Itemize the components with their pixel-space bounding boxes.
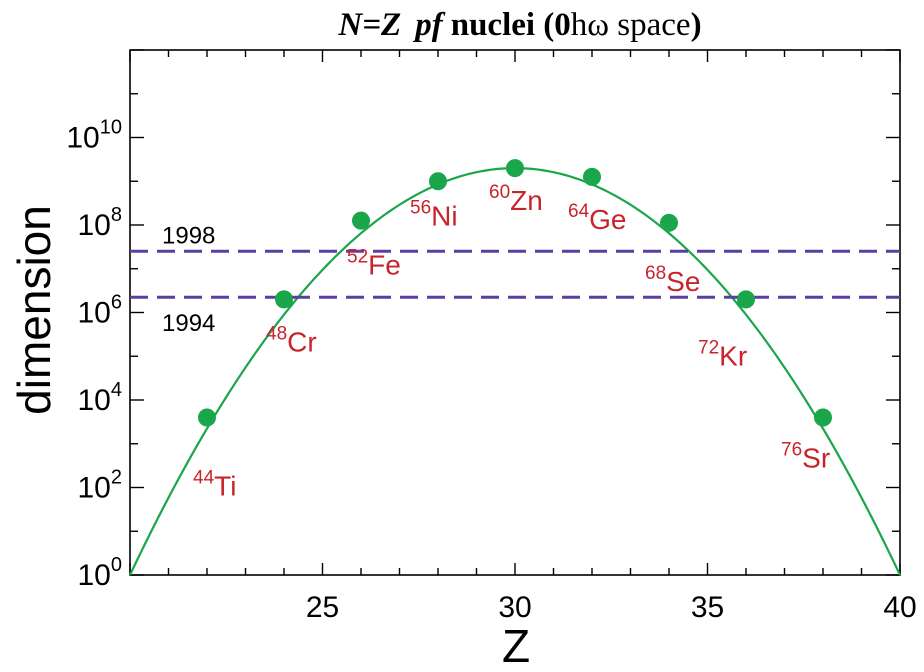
point-Ni [429, 172, 447, 191]
label-element: Ni [431, 200, 457, 231]
y-tick-base: 10 [78, 384, 111, 417]
y-tick-exponent: 2 [111, 467, 122, 489]
label-mass: 68 [645, 263, 666, 284]
data-points [198, 159, 832, 427]
point-Ti [198, 408, 216, 427]
y-tick-label: 100 [78, 554, 123, 592]
plot-area [129, 49, 901, 576]
title-hw: hω [571, 7, 609, 43]
label-Sr: 76Sr [781, 440, 830, 474]
label-Ni: 56Ni [410, 197, 458, 231]
point-labels: 44Ti 48Cr 52Fe 56Ni 60Zn 64Ge 68Se 72Kr 76Sr [193, 182, 830, 501]
y-tick-base: 10 [66, 122, 99, 155]
y-tick-base: 10 [78, 297, 111, 330]
x-tick-label: 30 [498, 591, 531, 624]
title-pf: pf [412, 7, 446, 43]
y-tick-base: 10 [78, 209, 111, 242]
title-space: space [609, 7, 691, 43]
label-element: Fe [368, 250, 401, 281]
label-Fe: 52Fe [347, 247, 401, 281]
point-Zn [506, 159, 524, 178]
y-tick-label: 108 [78, 204, 123, 242]
label-mass: 52 [347, 247, 368, 268]
y-tick-label: 1010 [66, 117, 122, 155]
label-Se: 68Se [645, 263, 700, 297]
x-axis: 25 30 35 40 [129, 50, 917, 624]
point-Kr [737, 290, 755, 309]
y-tick-exponent: 4 [111, 379, 122, 401]
plot-border [129, 49, 901, 576]
point-Cr [275, 290, 293, 309]
x-tick-label: 25 [306, 591, 339, 624]
label-Zn: 60Zn [489, 182, 543, 216]
y-tick-exponent: 8 [111, 204, 122, 226]
label-mass: 60 [489, 182, 510, 203]
y-tick-label: 106 [78, 292, 123, 330]
point-Fe [352, 211, 370, 230]
y-tick-base: 10 [78, 472, 111, 505]
hline-label-1998: 1998 [162, 222, 215, 249]
label-Ge: 64Ge [568, 201, 627, 235]
x-tick-label: 40 [883, 591, 916, 624]
title-nz: N=Z [337, 7, 401, 43]
label-element: Sr [802, 443, 830, 474]
label-Ti: 44Ti [193, 468, 236, 502]
label-element: Ti [214, 471, 236, 502]
x-axis-label: Z [502, 620, 530, 672]
x-tick-label: 35 [691, 591, 724, 624]
label-element: Zn [510, 185, 543, 216]
y-tick-label: 102 [78, 467, 123, 505]
title-close: ) [691, 7, 702, 43]
y-tick-label: 104 [78, 379, 123, 417]
label-element: Se [666, 266, 700, 297]
point-Se [660, 213, 678, 232]
label-mass: 56 [410, 197, 431, 218]
y-tick-exponent: 0 [111, 554, 122, 576]
label-mass: 44 [193, 468, 215, 489]
label-mass: 76 [781, 440, 802, 461]
point-Ge [583, 167, 601, 186]
y-axis-label: dimension [8, 205, 60, 415]
point-Sr [814, 408, 832, 427]
label-mass: 72 [698, 337, 719, 358]
label-element: Kr [719, 340, 747, 371]
y-tick-exponent: 6 [111, 292, 122, 314]
fit-curve [129, 167, 901, 576]
label-mass: 48 [266, 323, 287, 344]
hline-label-1994: 1994 [162, 310, 215, 337]
label-element: Ge [589, 204, 626, 235]
label-Kr: 72Kr [698, 337, 747, 371]
title-nuclei: nuclei (0 [451, 7, 571, 43]
chart-title: N=Z pf nuclei (0hω space) [337, 7, 701, 43]
y-tick-exponent: 10 [100, 117, 122, 139]
reference-lines: 1998 1994 [130, 222, 900, 337]
label-Cr: 48Cr [266, 323, 317, 357]
label-element: Cr [287, 326, 317, 357]
label-mass: 64 [568, 201, 590, 222]
y-tick-base: 10 [78, 559, 111, 592]
